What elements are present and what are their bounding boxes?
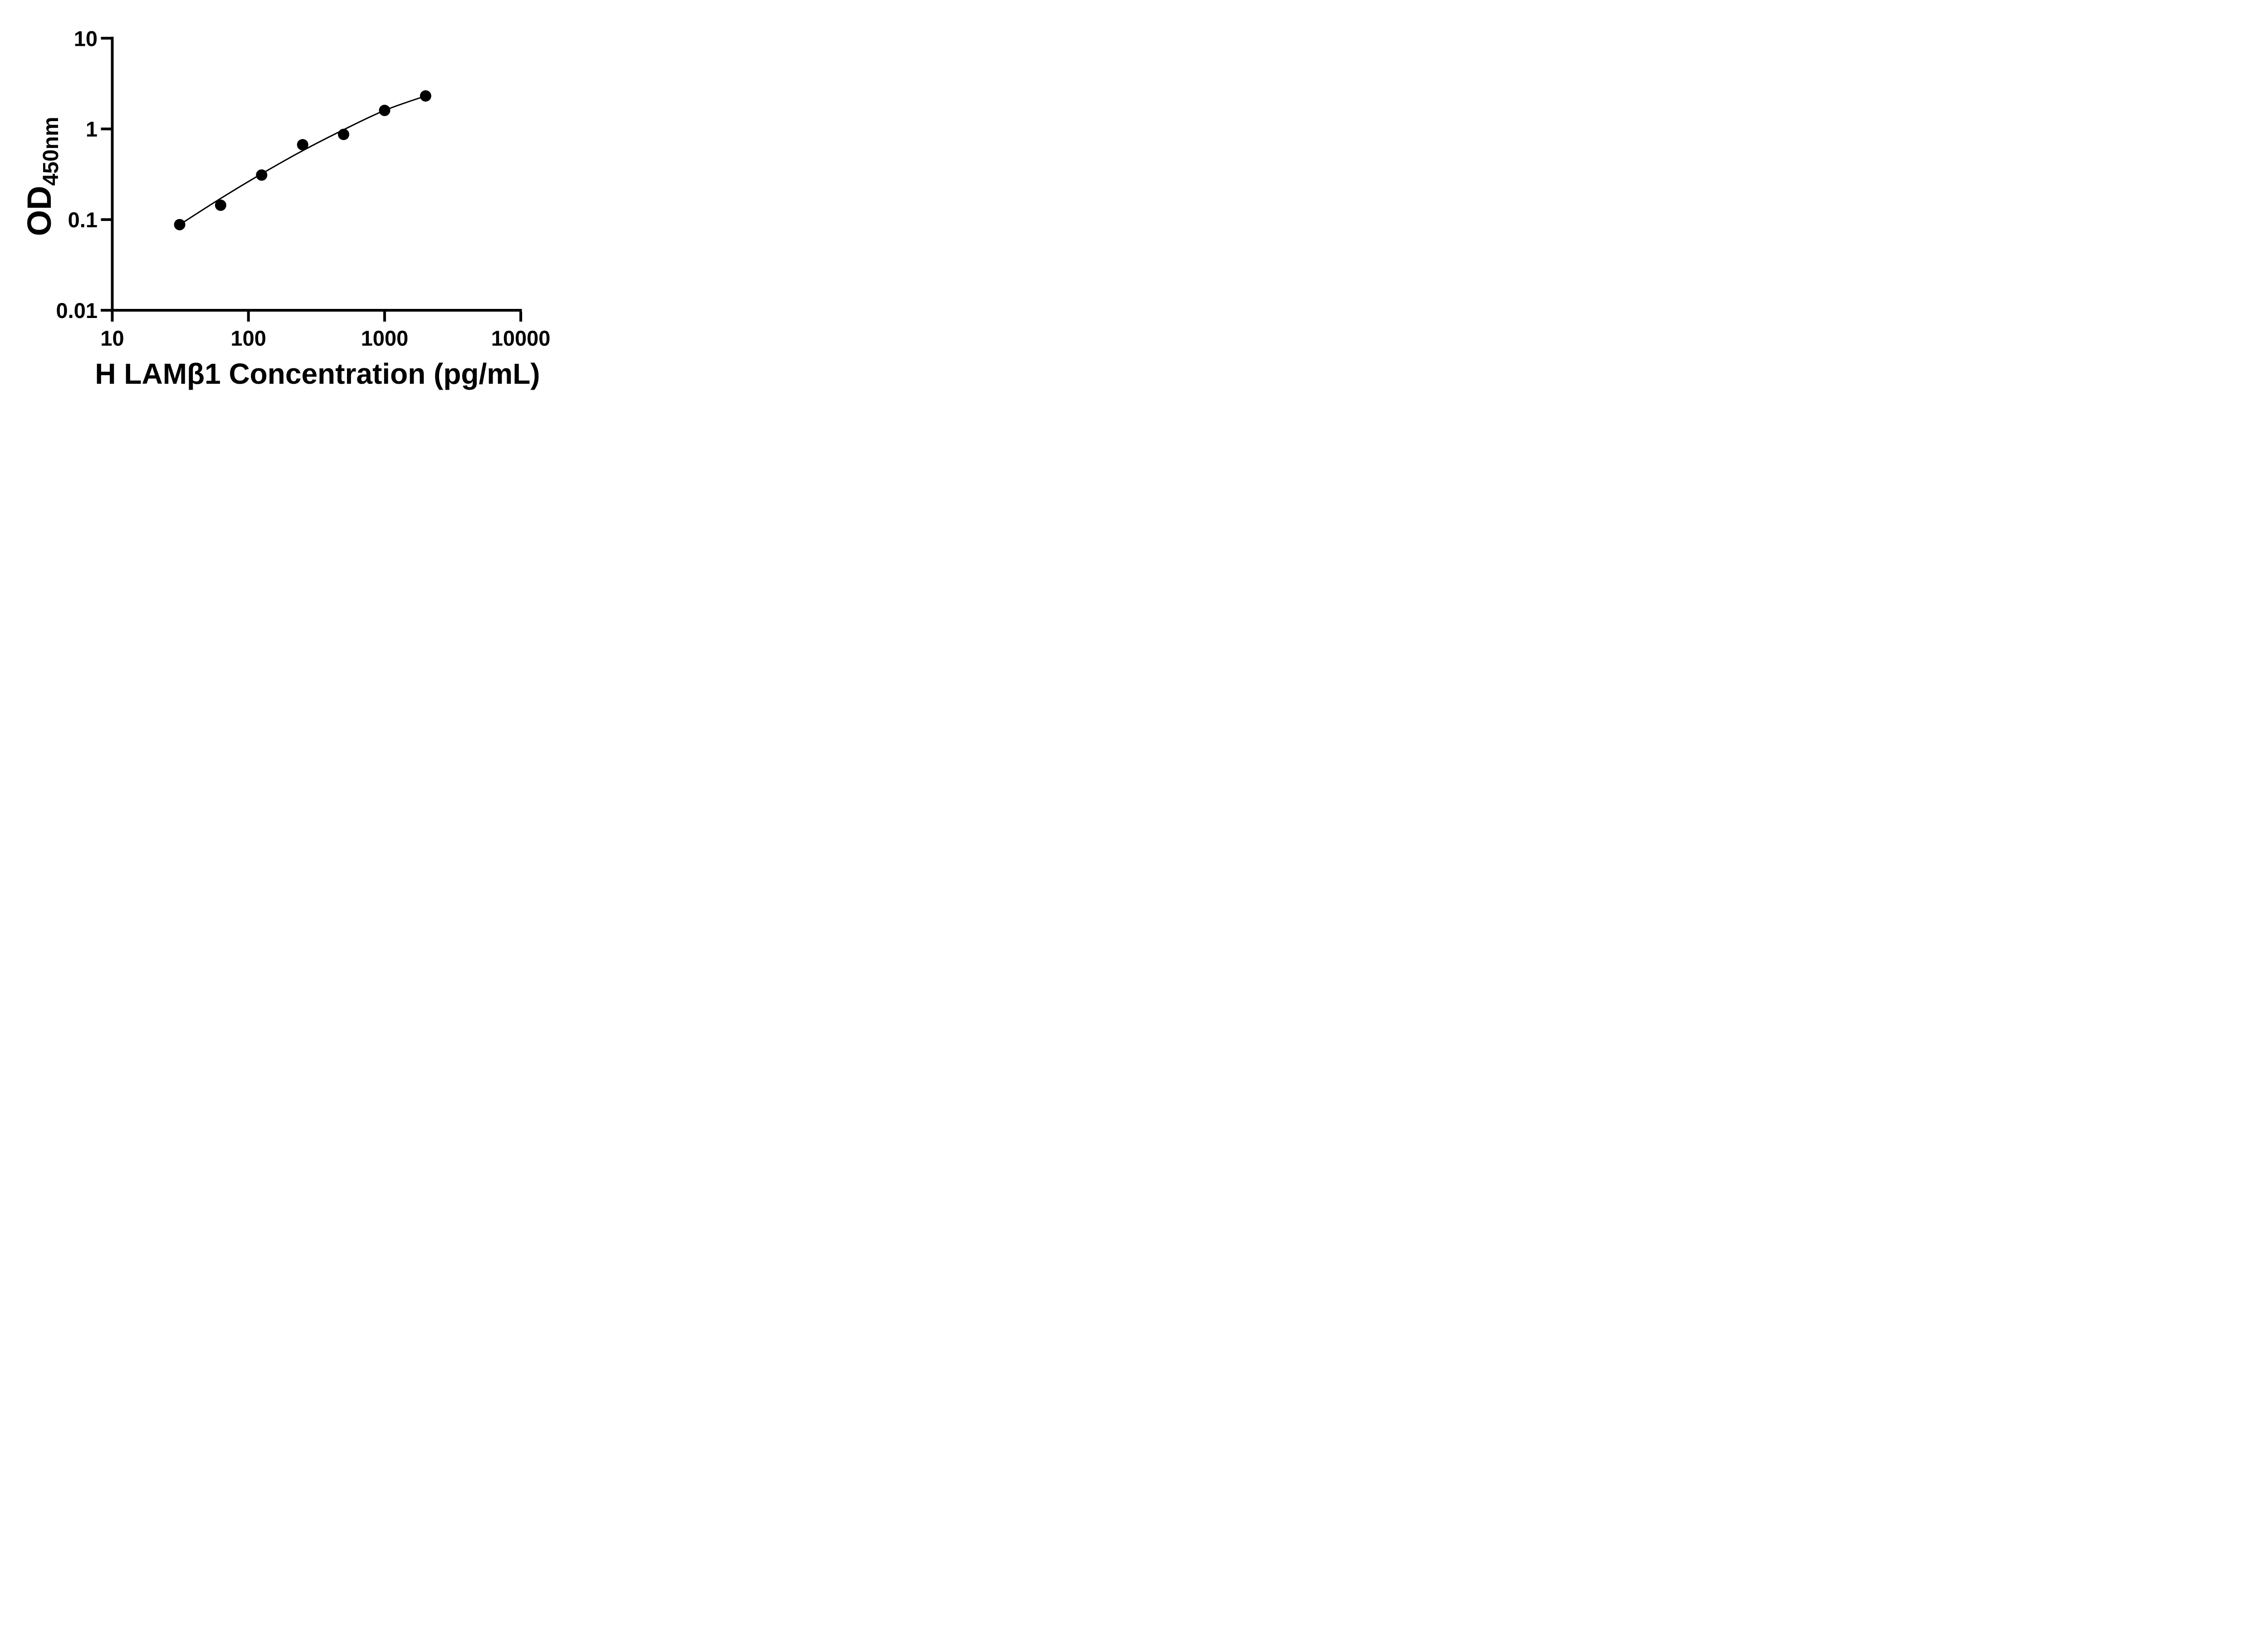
x-tick-label: 10000: [491, 326, 551, 350]
y-tick-label: 1: [86, 117, 98, 141]
x-tick-label: 10: [100, 326, 124, 350]
y-axis-title-subscript: 450nm: [39, 117, 63, 186]
y-axis-title-main: OD: [20, 186, 58, 236]
data-point: [420, 90, 431, 102]
data-point: [174, 219, 186, 230]
data-point: [379, 104, 391, 116]
y-tick-label: 0.01: [56, 298, 98, 323]
elisa-standard-curve-figure: 10 1 0.1 0.01 10 100 1000 10000 H LAMβ1 Concent…: [0, 0, 583, 408]
x-tick-label: 100: [230, 326, 266, 350]
axes: [101, 37, 523, 322]
x-axis-title: H LAMβ1 Concentration (pg/mL): [95, 357, 540, 390]
y-tick-label: 10: [74, 26, 98, 50]
y-tick-label: 0.1: [68, 208, 98, 232]
data-points: [174, 90, 431, 230]
data-point: [338, 128, 349, 140]
data-point: [256, 169, 268, 181]
y-axis-title: OD450nm: [20, 117, 63, 236]
data-point: [297, 139, 308, 151]
data-point: [215, 199, 226, 211]
x-tick-label: 1000: [361, 326, 409, 350]
